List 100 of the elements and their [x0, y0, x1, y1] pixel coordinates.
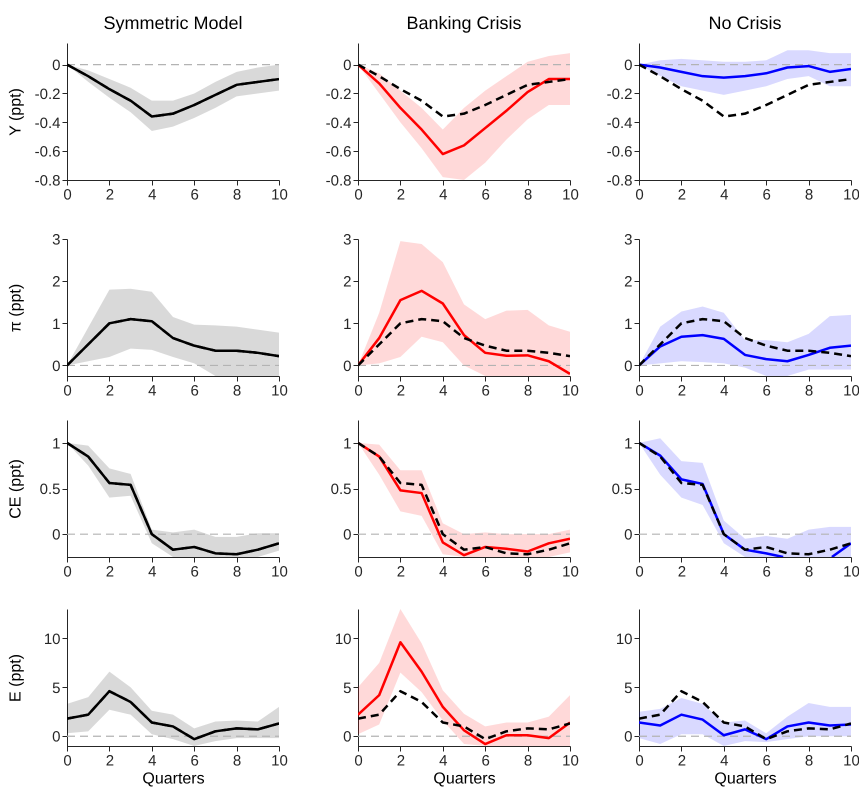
chart-title: Banking Crisis	[406, 13, 522, 33]
x-tick-label: 4	[720, 186, 728, 204]
y-tick-label: 10	[44, 630, 60, 648]
x-tick-label: 10	[271, 564, 288, 580]
x-tick-label: 10	[843, 564, 859, 580]
x-tick-label: 6	[482, 564, 490, 580]
x-tick-label: 6	[190, 752, 199, 770]
x-tick-label: 6	[762, 186, 771, 204]
y-tick-label: -0.6	[326, 144, 352, 161]
x-tick-label: 2	[396, 564, 406, 580]
x-tick-label: 8	[804, 186, 814, 204]
y-tick-label: 2	[343, 274, 352, 291]
x-tick-label: 0	[63, 186, 72, 204]
y-tick-label: 0	[343, 526, 352, 544]
x-tick-label: 2	[106, 752, 114, 770]
y-tick-label: 0	[624, 728, 632, 746]
x-tick-label: 2	[396, 382, 406, 400]
x-tick-label: 8	[804, 752, 814, 770]
x-tick-label: 6	[190, 564, 199, 580]
x-tick-label: 6	[762, 564, 771, 580]
y-tick-label: -0.2	[606, 86, 632, 103]
x-tick-label: 10	[562, 564, 579, 580]
y-tick-label: 0	[52, 57, 60, 74]
x-tick-label: 6	[190, 382, 199, 400]
y-tick-label: 3	[52, 232, 60, 248]
x-tick-label: 6	[482, 382, 490, 400]
y-tick-label: -0.4	[34, 114, 60, 132]
x-tick-label: 0	[635, 564, 644, 580]
x-tick-label: 0	[635, 186, 644, 204]
x-tick-label: 4	[148, 382, 156, 400]
y-tick-label: 0	[343, 358, 352, 375]
y-tick-label: -0.2	[34, 86, 60, 103]
y-tick-label: 0	[624, 57, 632, 74]
y-tick-label: 1	[52, 316, 60, 333]
y-tick-label: 1	[624, 435, 632, 452]
x-tick-label: 0	[354, 382, 363, 400]
y-tick-label: 0.5	[612, 481, 632, 498]
x-tick-label: 2	[678, 186, 686, 204]
x-tick-label: 6	[762, 752, 771, 770]
x-tick-label: 2	[106, 564, 114, 580]
y-tick-label: -0.4	[606, 114, 632, 132]
y-tick-label: 5	[52, 680, 60, 697]
x-tick-label: 6	[482, 752, 490, 770]
x-tick-label: 10	[562, 382, 579, 400]
x-tick-label: 10	[843, 382, 859, 400]
x-tick-label: 2	[396, 186, 406, 204]
x-tick-label: 6	[482, 186, 490, 204]
x-tick-label: 8	[232, 564, 242, 580]
line-series	[358, 63, 570, 156]
y-tick-label: -0.4	[326, 114, 352, 132]
x-tick-label: 0	[635, 382, 644, 400]
x-tick-label: 6	[190, 186, 199, 204]
y-tick-label: 1	[343, 435, 352, 452]
x-tick-label: 2	[678, 382, 686, 400]
x-tick-label: 8	[524, 382, 532, 400]
x-tick-label: 4	[720, 752, 728, 770]
y-tick-label: 0	[624, 358, 632, 375]
y-tick-label: 0	[52, 728, 60, 746]
x-tick-label: 8	[804, 564, 814, 580]
x-tick-label: 4	[439, 382, 448, 400]
x-tick-label: 10	[562, 752, 579, 770]
line-series	[358, 318, 570, 367]
y-tick-label: -0.6	[34, 144, 60, 161]
y-tick-label: 1	[624, 316, 632, 333]
x-tick-label: 10	[271, 752, 288, 770]
chart-title: Symmetric Model	[103, 13, 243, 33]
x-tick-label: 0	[354, 752, 363, 770]
y-tick-label: 1	[52, 435, 60, 452]
y-tick-label: -0.6	[606, 144, 632, 161]
x-tick-label: 2	[106, 382, 114, 400]
x-tick-label: 8	[232, 186, 242, 204]
x-tick-label: 10	[843, 752, 859, 770]
x-tick-label: 10	[271, 382, 288, 400]
y-tick-label: -0.8	[34, 172, 60, 190]
y-axis-title: E (ppt)	[8, 654, 24, 702]
line-series	[639, 63, 851, 79]
x-tick-label: 2	[396, 752, 406, 770]
line-series	[639, 690, 851, 740]
x-tick-label: 4	[148, 564, 156, 580]
x-tick-label: 8	[524, 564, 532, 580]
line-series	[639, 713, 851, 740]
y-tick-label: -0.8	[606, 172, 632, 190]
x-tick-label: 0	[63, 752, 72, 770]
y-tick-label: 0	[343, 728, 352, 746]
chart-title: No Crisis	[708, 13, 782, 33]
line-series	[639, 318, 851, 367]
x-tick-label: 0	[635, 752, 644, 770]
y-tick-label: 5	[624, 680, 632, 697]
x-tick-label: 0	[354, 564, 363, 580]
x-axis-title: Quarters	[714, 770, 777, 788]
x-tick-label: 0	[354, 186, 363, 204]
x-tick-label: 4	[439, 752, 448, 770]
y-tick-label: 10	[616, 630, 632, 648]
x-tick-label: 4	[720, 564, 728, 580]
y-tick-label: 3	[624, 232, 632, 248]
y-tick-label: 2	[624, 274, 632, 291]
x-tick-label: 4	[439, 564, 448, 580]
y-tick-label: 0.5	[40, 481, 60, 498]
y-axis-title: Y (ppt)	[8, 88, 24, 136]
x-tick-label: 8	[804, 382, 814, 400]
